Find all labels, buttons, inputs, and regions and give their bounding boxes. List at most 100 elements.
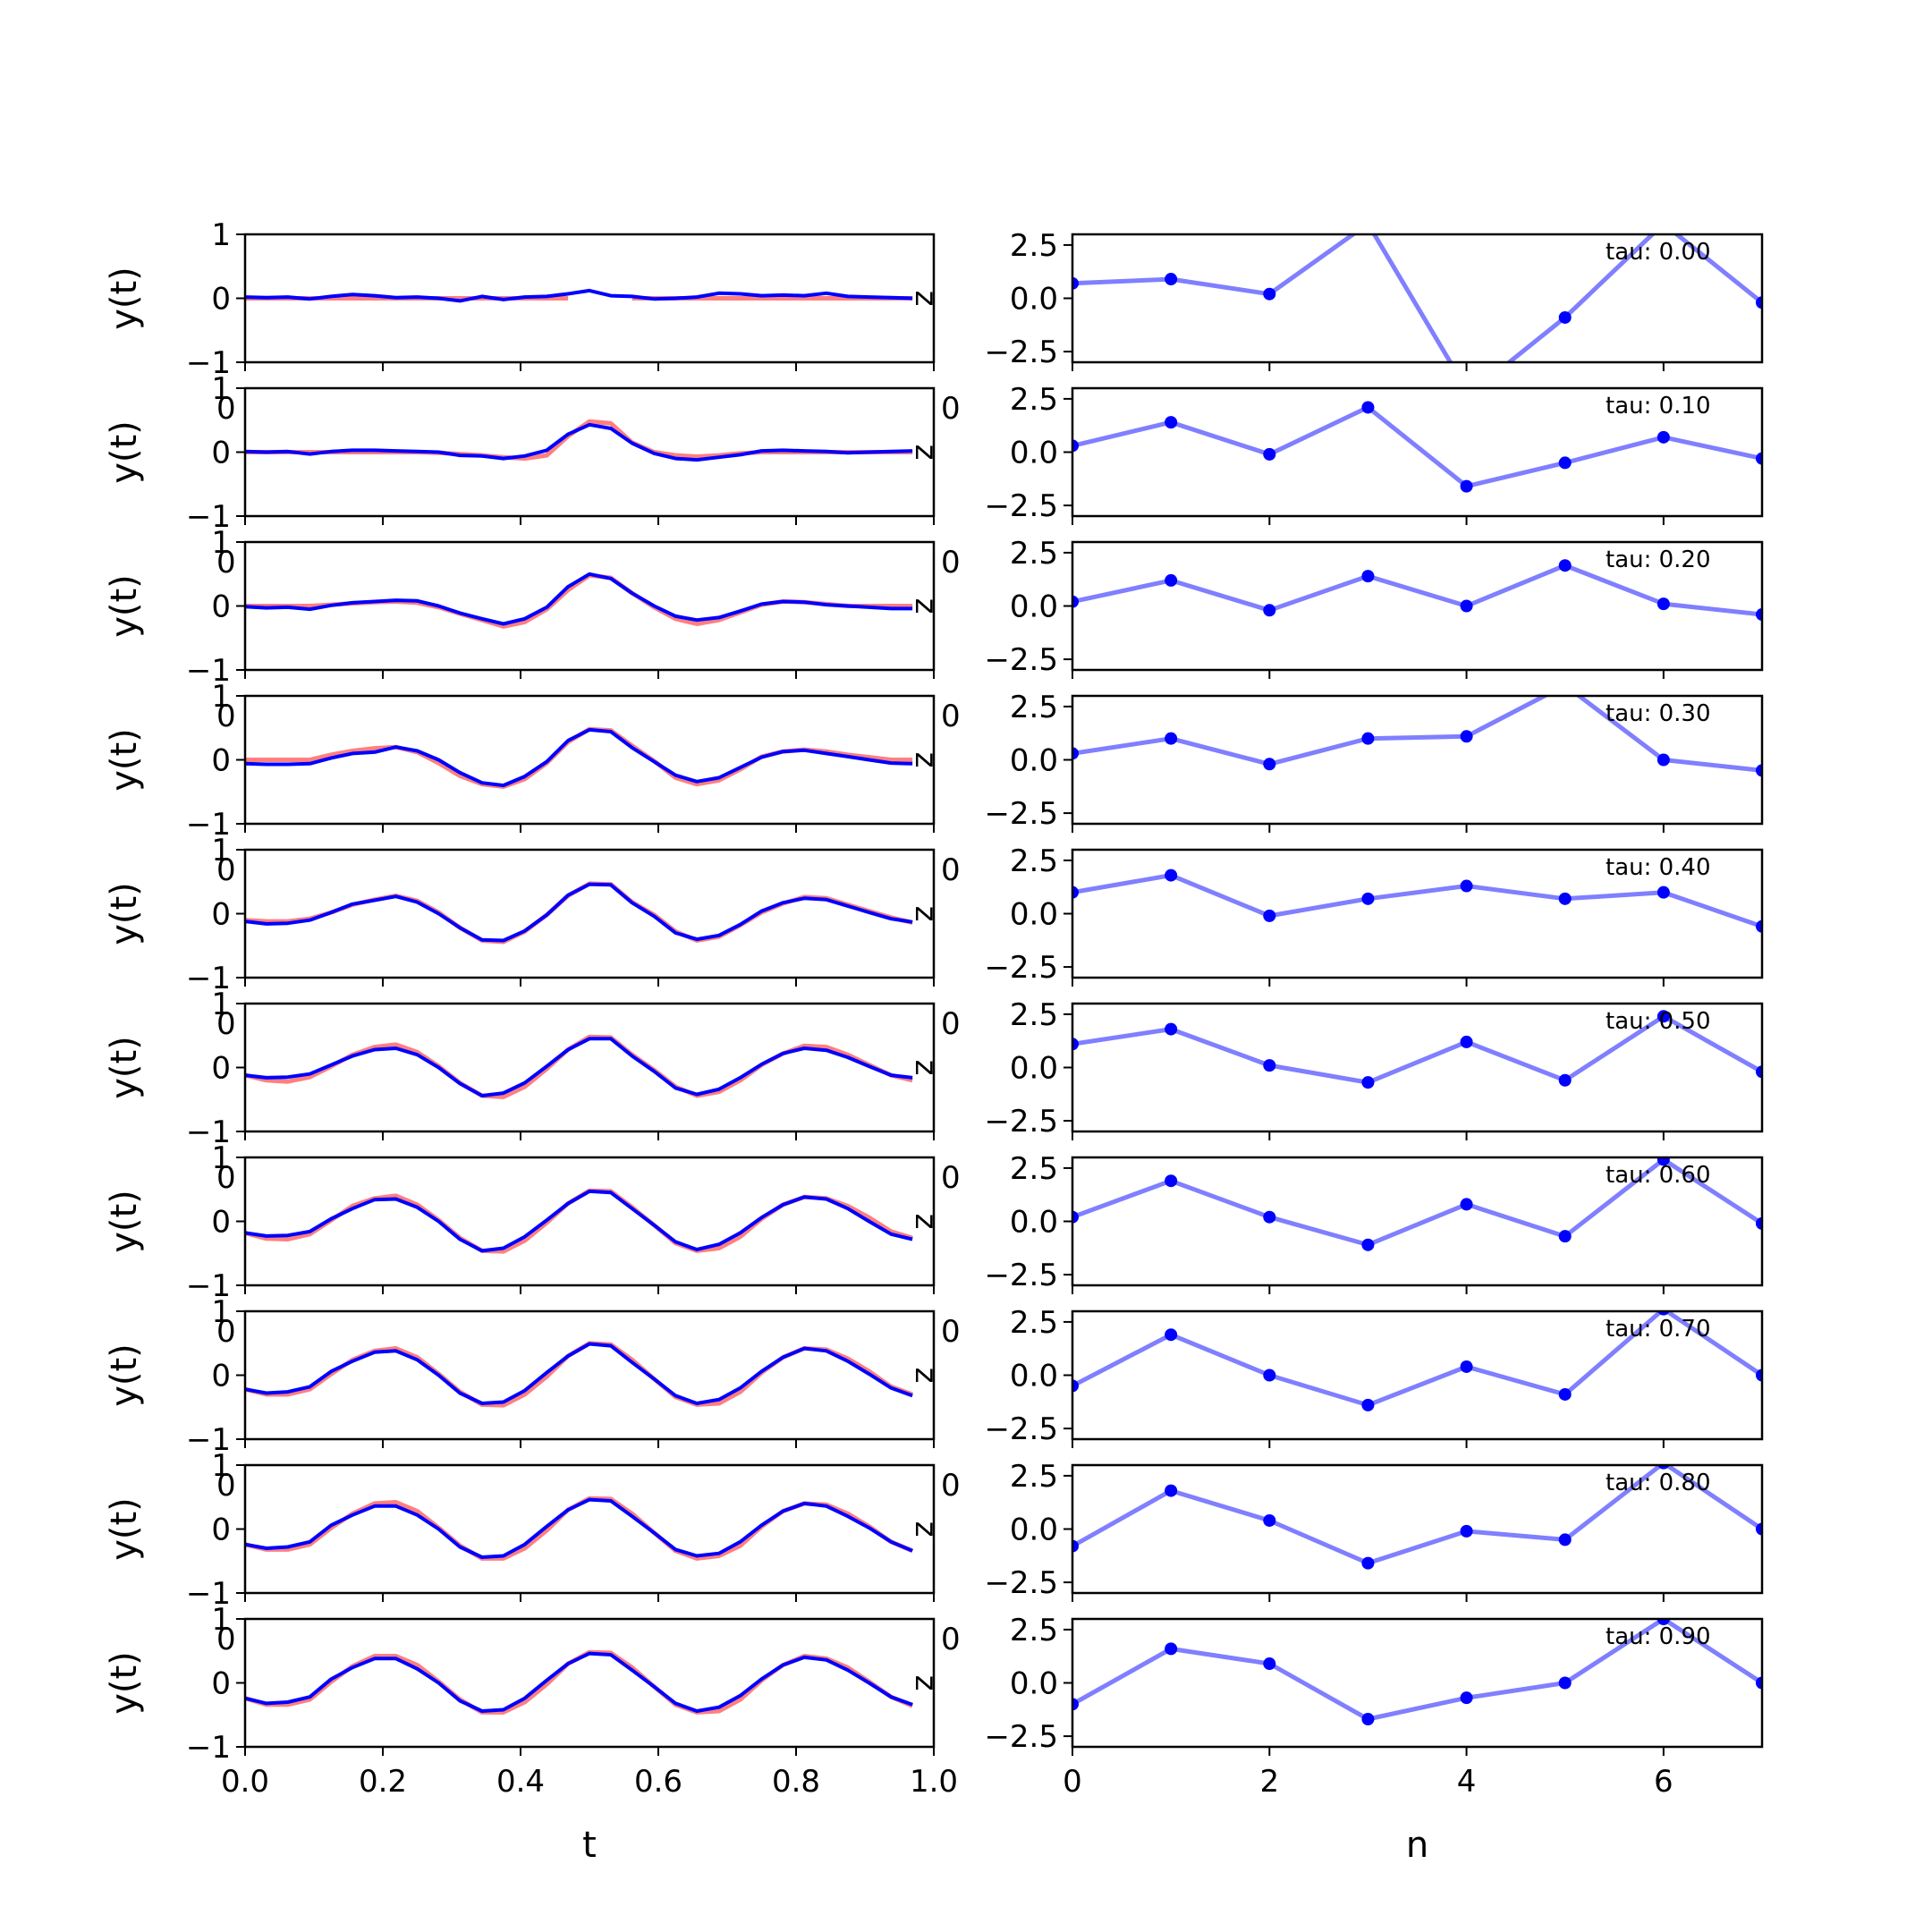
- right-subplot-0: −2.5 0.0 2.5 tau: 0.00: [984, 228, 1764, 371]
- coefficient-point: [1361, 1076, 1375, 1089]
- y-tick-label: 2.5: [1010, 1459, 1058, 1495]
- y-tick-label: 0.0: [1010, 589, 1058, 625]
- tau-label: tau: 0.50: [1606, 1008, 1711, 1035]
- coefficient-point: [1361, 1238, 1375, 1251]
- coefficient-point: [1756, 452, 1762, 465]
- side-z-label: z: [908, 1214, 944, 1230]
- coefficient-series-line: [1072, 1619, 1762, 1722]
- y-tick-label: 2.5: [1010, 1151, 1058, 1187]
- y-tick-label: 0.0: [1010, 282, 1058, 318]
- left-x-axis-label: t: [582, 1825, 597, 1866]
- y-tick-label: 2.5: [1010, 997, 1058, 1033]
- coefficient-point: [1361, 1398, 1375, 1411]
- coefficient-point: [1263, 1657, 1276, 1671]
- coefficient-point: [1558, 1676, 1572, 1690]
- coefficient-point: [1165, 732, 1178, 745]
- coefficient-point: [1263, 1059, 1276, 1072]
- right-subplot-4: −2.5 0.0 2.5 tau: 0.40: [984, 843, 1764, 987]
- y-axis-label: y(t): [104, 1343, 145, 1407]
- overflow-tick-label: 0: [941, 391, 961, 427]
- tau-label: tau: 0.00: [1606, 239, 1711, 266]
- series-group: [1072, 559, 1762, 622]
- coefficient-point: [1072, 1210, 1079, 1224]
- overflow-tick-label: 0: [941, 1006, 961, 1042]
- prediction-series-line-0: [244, 1651, 913, 1713]
- y-tick-label: 1: [211, 525, 231, 561]
- y-tick-label: 2.5: [1010, 1305, 1058, 1341]
- y-tick-label: −2.5: [984, 1258, 1058, 1293]
- coefficient-point: [1361, 570, 1375, 583]
- y-tick-label: 0: [211, 1359, 231, 1394]
- coefficient-point: [1072, 439, 1079, 453]
- coefficient-point: [1756, 296, 1762, 309]
- y-tick-label: −2.5: [984, 1104, 1058, 1140]
- y-tick-label: 2.5: [1010, 382, 1058, 418]
- tau-label: tau: 0.60: [1606, 1162, 1711, 1189]
- right-subplot-5: −2.5 0.0 2.5 tau: 0.50: [984, 997, 1764, 1140]
- coefficient-series-line: [1072, 873, 1762, 929]
- coefficient-point: [1558, 1230, 1572, 1243]
- overflow-tick-label: 0: [941, 1314, 961, 1350]
- coefficient-point: [1072, 1539, 1079, 1553]
- coefficient-point: [1165, 1642, 1178, 1656]
- y-tick-label: −1: [186, 499, 231, 535]
- overflow-tick-label: 0: [216, 1160, 236, 1196]
- y-tick-label: 0: [211, 1513, 231, 1548]
- side-z-label: z: [908, 1060, 944, 1076]
- y-tick-label: 1: [211, 1140, 231, 1176]
- coefficient-series-line: [1072, 563, 1762, 617]
- y-tick-label: 0: [211, 1051, 231, 1087]
- coefficient-point: [1657, 1010, 1670, 1023]
- right-subplot-1: −2.5 0.0 2.5 tau: 0.10: [984, 382, 1764, 525]
- right-x-axis-label: n: [1406, 1825, 1428, 1866]
- coefficient-point: [1072, 1379, 1079, 1393]
- prediction-series-line-0: [244, 1342, 913, 1405]
- y-axis-label: y(t): [104, 1036, 145, 1099]
- y-tick-label: 1: [211, 1602, 231, 1638]
- x-tick-label: 0: [1063, 1764, 1082, 1800]
- coefficient-point: [1460, 599, 1473, 613]
- coefficient-point: [1460, 479, 1473, 493]
- overflow-tick-label: 0: [216, 1314, 236, 1350]
- y-tick-label: −2.5: [984, 950, 1058, 986]
- side-z-label: z: [908, 752, 944, 768]
- y-tick-label: 2.5: [1010, 1613, 1058, 1648]
- y-tick-label: −1: [186, 1730, 231, 1766]
- overflow-tick-label: 0: [216, 1006, 236, 1042]
- prediction-series-line-0: [244, 288, 913, 303]
- y-axis-label: y(t): [104, 574, 145, 638]
- coefficient-point: [1657, 597, 1670, 611]
- coefficient-point: [1558, 1387, 1572, 1401]
- coefficient-series-line: [1072, 1157, 1762, 1248]
- coefficient-point: [1657, 1157, 1670, 1166]
- overflow-tick-label: 0: [216, 699, 236, 734]
- coefficient-point: [1460, 1360, 1473, 1373]
- coefficient-point: [1460, 1198, 1473, 1211]
- coefficient-point: [1072, 276, 1079, 290]
- series-group: [1072, 1157, 1762, 1251]
- series-group: [1072, 234, 1762, 362]
- tau-label: tau: 0.90: [1606, 1623, 1711, 1650]
- coefficient-series-line: [1072, 234, 1762, 362]
- right-subplot-7: −2.5 0.0 2.5 tau: 0.70: [984, 1305, 1764, 1448]
- y-tick-label: −1: [186, 961, 231, 996]
- y-tick-label: 2.5: [1010, 690, 1058, 725]
- y-tick-label: 1: [211, 1448, 231, 1484]
- y-tick-label: 0.0: [1010, 897, 1058, 933]
- y-tick-label: −1: [186, 1114, 231, 1150]
- overflow-tick-label: 0: [941, 1160, 961, 1196]
- coefficient-point: [1165, 1022, 1178, 1036]
- coefficient-series-line: [1072, 1013, 1762, 1085]
- coefficient-point: [1558, 456, 1572, 470]
- overflow-tick-label: 0: [216, 852, 236, 888]
- y-tick-label: 0: [211, 589, 231, 625]
- x-tick-label: 4: [1457, 1764, 1477, 1800]
- coefficient-point: [1072, 1038, 1079, 1051]
- coefficient-point: [1361, 1556, 1375, 1570]
- side-z-label: z: [908, 906, 944, 922]
- y-axis-label: y(t): [104, 1651, 145, 1715]
